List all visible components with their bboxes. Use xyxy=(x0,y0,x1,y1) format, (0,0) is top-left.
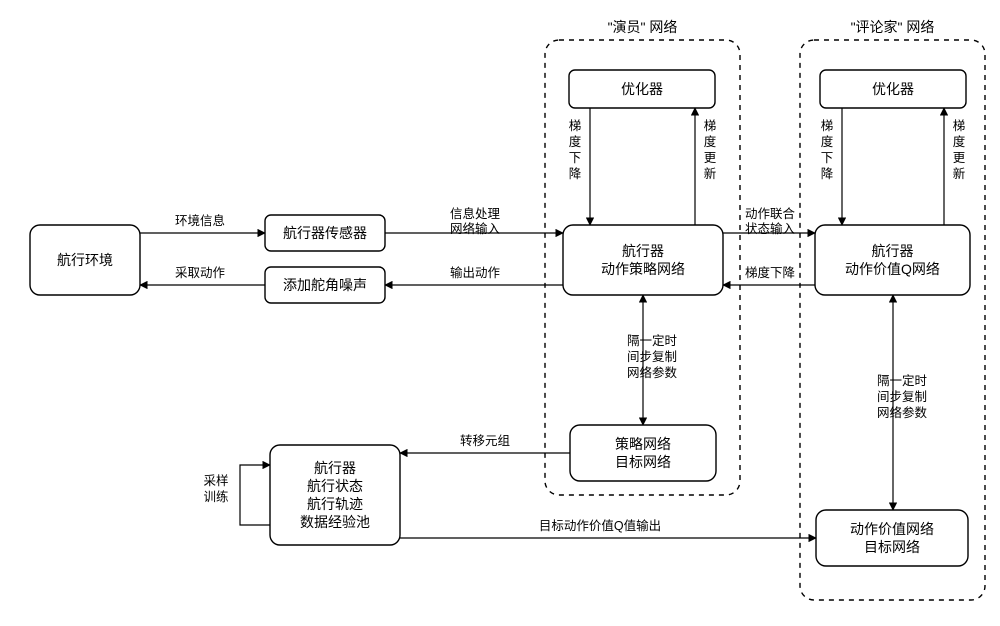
edge-actor-net-tgt-label: 隔一定时间步复制网络参数 xyxy=(627,333,678,380)
edge-critic-net-tgt-label: 隔一定时间步复制网络参数 xyxy=(877,373,928,420)
node-label-critic_opt: 优化器 xyxy=(872,81,914,97)
edge-noise-to-env-label: 采取动作 xyxy=(175,266,226,280)
edge-critic-opt-gu-label-0: 梯 xyxy=(953,119,966,133)
edge-critic-opt-gd-label-1: 度 xyxy=(821,134,834,149)
edge-actor-opt-gu-label-3: 新 xyxy=(704,166,717,181)
edge-pool-self-label: 采样训练 xyxy=(203,473,229,504)
diagram-canvas: "演员" 网络 "评论家" 网络 环境信息采取动作 信息处理网络输入输出动作 动作联合… xyxy=(0,0,1000,626)
node-label-actor_opt: 优化器 xyxy=(621,81,663,97)
edge-actor-to-noise-label: 输出动作 xyxy=(450,265,501,280)
edge-critic-opt-gd-label-2: 下 xyxy=(821,151,834,165)
node-label-noise: 添加舵角噪声 xyxy=(283,277,367,293)
region-title-actor: "演员" 网络 xyxy=(608,19,678,35)
region-title-critic: "评论家" 网络 xyxy=(851,19,935,35)
edge-critic-opt-gu-label-1: 度 xyxy=(953,134,966,149)
edge-tgt-to-pool-label: 转移元组 xyxy=(460,433,510,448)
edge-critic-opt-gu-label-3: 新 xyxy=(953,166,966,181)
node-label-sensor: 航行器传感器 xyxy=(283,225,367,241)
edge-critic-opt-gu-label-2: 更 xyxy=(953,151,966,165)
edge-pool-to-critic-tgt-label: 目标动作价值Q值输出 xyxy=(539,518,661,533)
edge-actor-opt-gd-label-1: 度 xyxy=(569,134,582,149)
edge-actor-opt-gd-label-2: 下 xyxy=(569,151,582,165)
edge-pool-self xyxy=(240,465,270,525)
edge-actor-opt-gu-label-2: 更 xyxy=(704,151,717,165)
node-label-env: 航行环境 xyxy=(57,252,113,268)
edge-actor-to-critic-label: 动作联合状态输入 xyxy=(745,206,796,236)
edge-actor-opt-gd-label-3: 降 xyxy=(569,167,582,181)
edge-critic-opt-gd-label-3: 降 xyxy=(821,167,834,181)
edge-actor-opt-gd-label-0: 梯 xyxy=(569,119,582,133)
edge-actor-opt-gu-label-0: 梯 xyxy=(704,119,717,133)
edge-sensor-to-actor-label: 信息处理网络输入 xyxy=(450,206,501,236)
edge-critic-opt-gd-label-0: 梯 xyxy=(821,119,834,133)
edge-critic-to-actor-label: 梯度下降 xyxy=(745,265,796,280)
edge-actor-opt-gu-label-1: 度 xyxy=(704,134,717,149)
edge-env-to-sensor-label: 环境信息 xyxy=(175,213,225,228)
